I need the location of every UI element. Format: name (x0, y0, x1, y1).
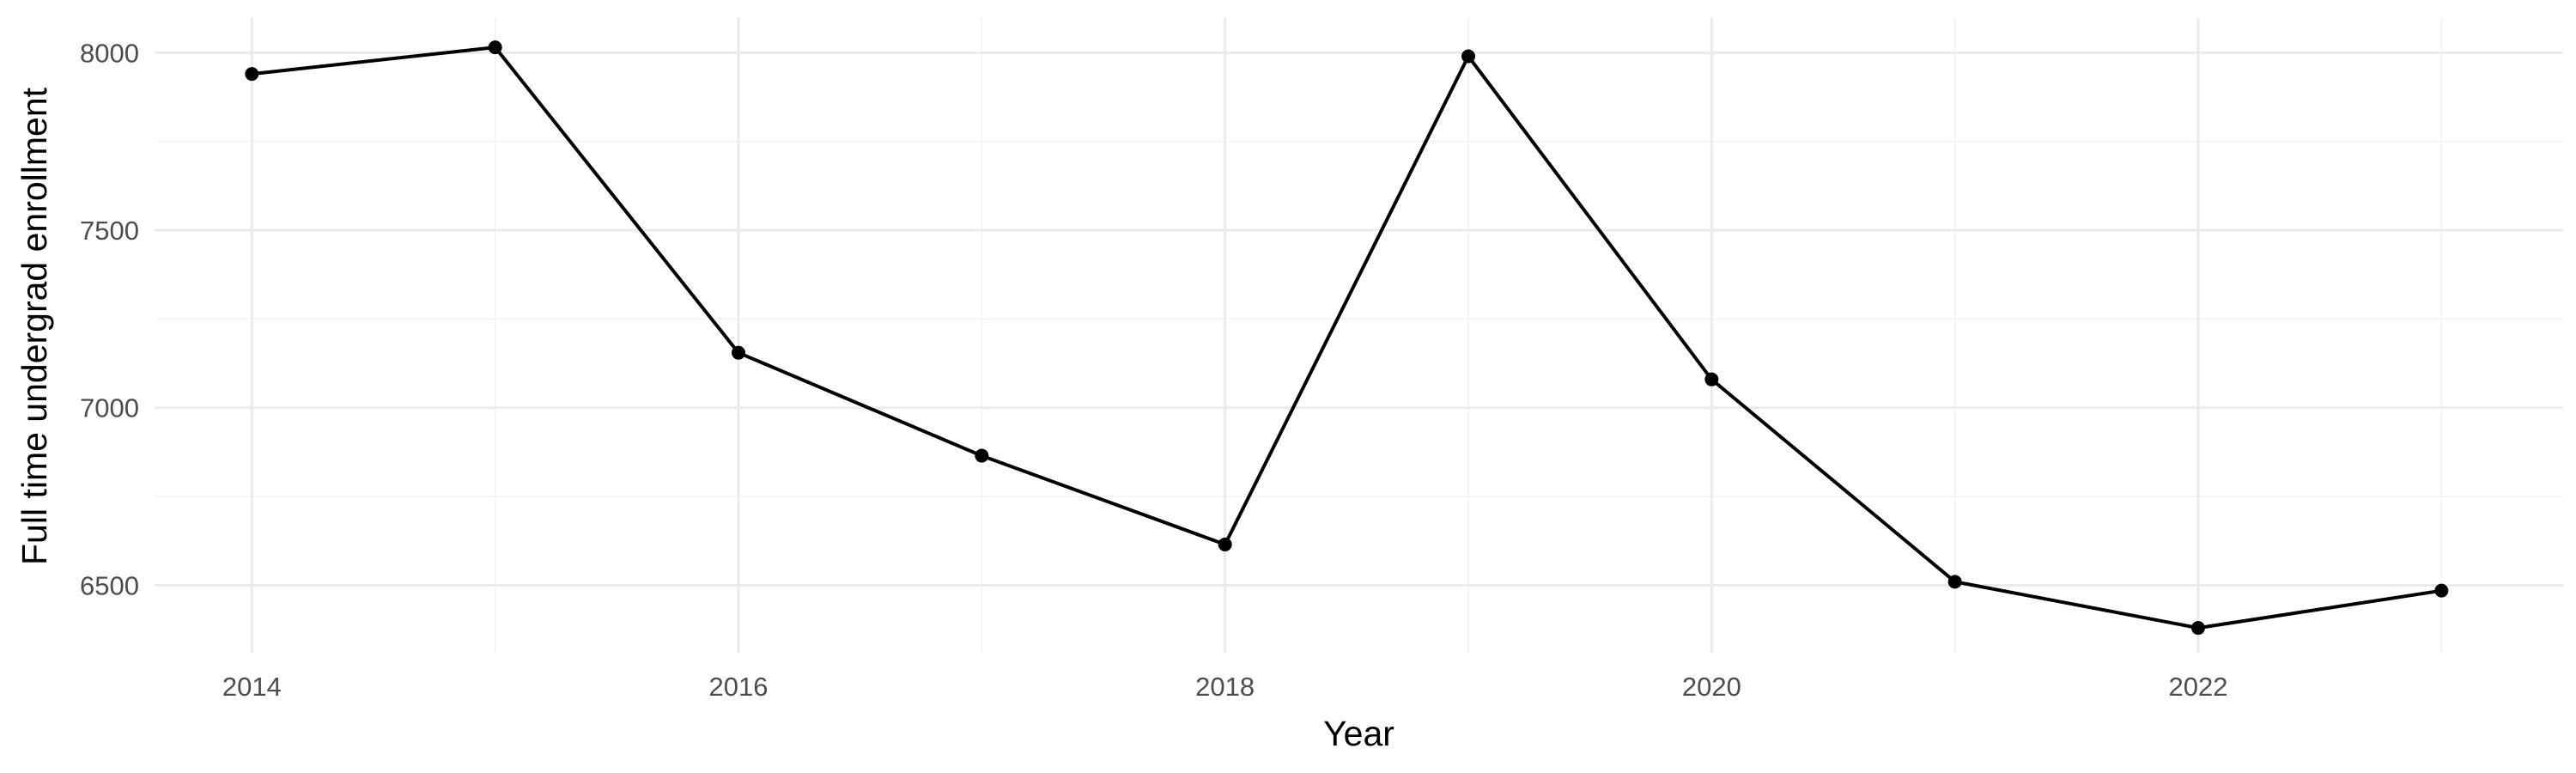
y-axis-title: Full time undergrad enrollment (15, 87, 54, 565)
data-point-2018 (1218, 537, 1232, 551)
x-tick-label: 2014 (222, 672, 282, 702)
data-point-2023 (2434, 583, 2449, 598)
x-tick-label: 2016 (709, 672, 769, 702)
data-point-2014 (245, 67, 259, 82)
minor-gridlines-x (494, 17, 2443, 653)
data-point-2019 (1461, 49, 1475, 64)
series-line (252, 46, 2442, 630)
data-point-2015 (488, 40, 502, 55)
y-tick-label: 8000 (80, 38, 139, 68)
y-axis-tick-labels: 6500 7000 7500 8000 (80, 38, 139, 600)
data-point-2020 (1704, 372, 1719, 386)
data-point-2017 (975, 448, 989, 463)
x-tick-label: 2020 (1682, 672, 1741, 702)
x-axis-title: Year (1323, 714, 1394, 753)
major-gridlines-y (155, 51, 2563, 587)
data-point-2016 (732, 345, 745, 360)
series-layer (245, 40, 2449, 636)
y-tick-label: 7500 (80, 216, 139, 246)
data-point-2021 (1947, 575, 1962, 589)
x-tick-label: 2022 (2169, 672, 2228, 702)
y-tick-label: 6500 (80, 570, 139, 600)
minor-gridlines-y (155, 140, 2563, 497)
x-tick-label: 2018 (1195, 672, 1255, 702)
y-tick-label: 7000 (80, 393, 139, 423)
data-point-2022 (2191, 621, 2205, 636)
major-gridlines-x (250, 17, 2200, 653)
x-axis-tick-labels: 2014 2016 2018 2020 2022 (222, 672, 2228, 702)
